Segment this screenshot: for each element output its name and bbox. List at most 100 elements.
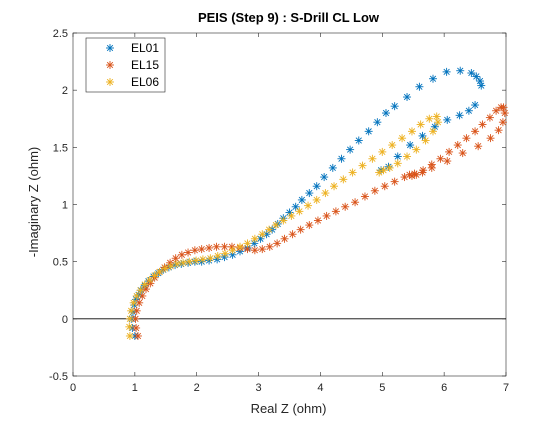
legend-marker [106, 78, 114, 86]
data-point [141, 285, 150, 294]
x-tick-label: 7 [503, 382, 509, 394]
marker-stroke [471, 128, 479, 135]
marker-stroke [365, 128, 372, 135]
data-point [432, 112, 441, 121]
marker-stroke [429, 75, 437, 82]
data-point [273, 239, 282, 248]
data-point [476, 77, 485, 86]
data-point [390, 102, 399, 111]
data-point [379, 166, 388, 175]
marker-stroke [346, 146, 354, 153]
data-point [442, 67, 451, 76]
marker-stroke [281, 235, 288, 242]
marker-stroke [468, 69, 475, 77]
marker-stroke [332, 208, 340, 215]
data-point [297, 195, 306, 204]
marker-stroke [292, 203, 299, 210]
marker-stroke [213, 243, 220, 250]
marker-stroke [297, 226, 304, 233]
marker-stroke [265, 226, 273, 233]
data-point [198, 255, 207, 264]
marker-stroke [426, 115, 433, 122]
data-point [370, 186, 379, 195]
marker-stroke [106, 44, 114, 52]
marker-stroke [406, 171, 413, 178]
data-point [492, 106, 501, 115]
marker-stroke [479, 121, 486, 128]
y-tick-label: 2.5 [53, 28, 68, 40]
data-point [407, 127, 416, 136]
data-point [132, 291, 141, 300]
data-point [304, 201, 313, 210]
marker-stroke [229, 251, 236, 258]
marker-stroke [214, 252, 221, 260]
marker-stroke [173, 260, 181, 268]
chart-title: PEIS (Step 9) : S-Drill CL Low [198, 10, 380, 25]
marker-stroke [288, 212, 295, 220]
data-point [265, 225, 274, 234]
marker-stroke [406, 141, 414, 149]
data-point [280, 234, 289, 243]
marker-stroke [422, 137, 429, 144]
marker-stroke [236, 243, 244, 250]
marker-stroke [369, 155, 376, 162]
data-point [184, 248, 193, 257]
marker-stroke [428, 164, 435, 172]
data-point [171, 254, 180, 263]
data-point [288, 230, 297, 239]
marker-stroke [313, 183, 320, 190]
marker-stroke [186, 258, 193, 265]
marker-stroke [394, 153, 401, 160]
legend-label: EL15 [131, 58, 159, 72]
data-point [477, 81, 486, 90]
marker-stroke [475, 143, 482, 150]
marker-stroke [296, 208, 303, 215]
data-point [328, 163, 337, 172]
marker-stroke [286, 209, 293, 216]
marker-stroke [403, 93, 411, 101]
marker-stroke [178, 251, 186, 258]
marker-stroke [443, 68, 450, 76]
marker-stroke [142, 285, 150, 293]
marker-stroke [437, 155, 444, 162]
marker-stroke [289, 231, 296, 238]
marker-stroke [251, 240, 258, 247]
marker-stroke [133, 292, 140, 300]
marker-stroke [151, 272, 158, 279]
data-point [221, 249, 230, 258]
marker-stroke [391, 178, 398, 185]
data-point [205, 243, 214, 252]
data-point [378, 147, 387, 156]
data-point [243, 239, 252, 248]
marker-stroke [192, 257, 200, 264]
data-point [364, 127, 373, 136]
marker-stroke [391, 103, 398, 110]
data-point [279, 216, 288, 225]
marker-stroke [419, 169, 426, 176]
marker-stroke [500, 104, 507, 111]
marker-stroke [136, 299, 143, 306]
data-point [471, 101, 480, 110]
data-point [220, 242, 229, 251]
marker-stroke [417, 121, 424, 128]
data-point [179, 258, 188, 267]
marker-stroke [457, 67, 464, 74]
data-point [415, 82, 424, 91]
data-point [166, 262, 175, 271]
marker-stroke [444, 116, 451, 124]
data-point [197, 257, 206, 266]
marker-stroke [398, 135, 406, 142]
marker-stroke [471, 101, 479, 109]
marker-stroke [229, 247, 236, 254]
marker-stroke [127, 307, 135, 314]
marker-stroke [146, 276, 153, 284]
data-point [500, 109, 509, 118]
data-point [421, 136, 430, 145]
marker-stroke [465, 107, 473, 114]
marker-stroke [463, 135, 470, 142]
data-point [271, 221, 280, 230]
data-point [140, 280, 149, 289]
data-point [133, 331, 142, 340]
marker-stroke [156, 268, 163, 276]
marker-stroke [408, 172, 416, 180]
